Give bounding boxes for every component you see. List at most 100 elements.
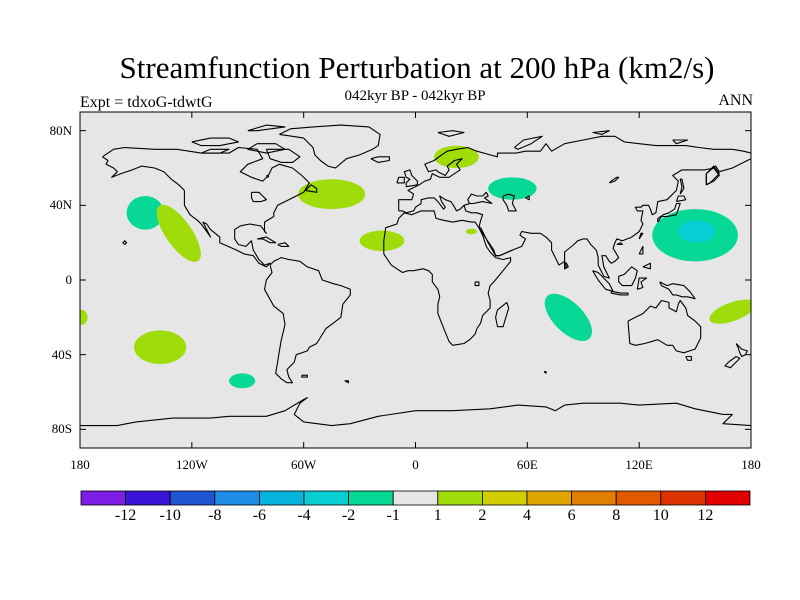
coastline-madagascar	[495, 301, 510, 328]
colorbar-box-12	[571, 490, 617, 506]
colorbar-label-1: -12	[114, 507, 137, 524]
lon-label-6: 180	[741, 457, 761, 472]
anomaly-patch-4	[359, 230, 405, 252]
lon-label-3: 0	[412, 457, 419, 472]
anomaly-patch-13	[229, 373, 256, 389]
coastline-philippines-luzon	[638, 245, 644, 255]
coastline-caspian	[502, 193, 517, 212]
colorbar-label-3: -8	[208, 507, 222, 524]
coastline-great-lakes	[250, 191, 267, 203]
colorbar-box-11	[526, 490, 572, 506]
map-ocean-background	[80, 112, 751, 448]
colorbar-box-7	[348, 490, 394, 506]
colorbar-box-2	[125, 490, 171, 506]
coastline-victoria-lake	[474, 281, 480, 287]
colorbar-box-4	[214, 490, 260, 506]
lon-label-2: 60W	[291, 457, 317, 472]
experiment-label: Expt = tdxoG-tdwtG	[80, 94, 213, 111]
colorbar	[80, 490, 751, 506]
coastline-kerguelen	[543, 370, 547, 374]
coastline-australia	[627, 299, 702, 354]
colorbar-box-9	[437, 490, 483, 506]
coastline-greenland	[279, 124, 381, 169]
coastline-new-zealand-north	[735, 343, 748, 358]
anomaly-layer	[80, 145, 751, 389]
colorbar-box-15	[705, 490, 751, 506]
colorbar-box-6	[303, 490, 349, 506]
coastline-java	[610, 290, 629, 296]
coastline-sri-lanka	[564, 262, 569, 270]
coastline-sakhalin	[679, 178, 685, 195]
coastline-baffin	[265, 148, 301, 163]
coastline-canadian-archipelago-2	[247, 143, 286, 154]
lat-label-80N: 80N	[49, 122, 72, 138]
coastline-taiwan	[638, 232, 644, 240]
anomaly-patch-7	[465, 228, 478, 235]
anomaly-patch-2	[156, 204, 201, 262]
plot-subtitle: 042kyr BP - 042kyr BP	[344, 88, 486, 104]
colorbar-label-14: 12	[697, 507, 714, 524]
anomaly-patch-12	[134, 330, 187, 365]
plot-title: Streamfunction Perturbation at 200 hPa (…	[119, 50, 715, 85]
coastline-new-siberian	[672, 139, 689, 145]
colorbar-label-11: 6	[567, 507, 576, 524]
anomaly-patch-1	[126, 196, 164, 230]
coastline-new-zealand-south	[724, 356, 741, 369]
colorbar-label-7: -1	[386, 507, 400, 524]
coastline-philippines-mindanao	[642, 262, 651, 270]
coastline-sulawesi	[636, 277, 648, 290]
anomaly-patch-3	[298, 179, 366, 210]
lon-label-1: 120W	[175, 457, 208, 472]
coastline-falklands	[301, 374, 308, 378]
colorbar-label-12: 8	[612, 507, 621, 524]
colorbar-box-10	[481, 490, 528, 506]
lat-label-40S: 40S	[51, 346, 72, 362]
anomaly-patch-6	[488, 177, 537, 200]
colorbar-label-6: -2	[341, 507, 356, 524]
coastline-new-guinea	[659, 281, 696, 300]
coastline-cuba	[256, 236, 277, 244]
tick-layer	[79, 112, 752, 448]
coastline-canadian-archipelago-3	[200, 148, 230, 154]
colorbar-box-13	[615, 490, 662, 506]
coastline-hokkaido	[675, 195, 687, 203]
lat-label-40N: 40N	[49, 197, 72, 213]
colorbar-box-5	[258, 490, 305, 506]
coastline-tasmania	[685, 355, 692, 361]
anomaly-patch-14	[80, 309, 88, 325]
coastline-aral	[525, 195, 530, 201]
colorbar-label-8: 1	[433, 507, 442, 524]
anomaly-patch-10	[544, 293, 592, 341]
colorbar-box-14	[660, 490, 706, 506]
coastline-novaya-zemlya	[513, 135, 543, 150]
coastline-newfoundland	[305, 184, 318, 193]
season-label: ANN	[718, 92, 753, 109]
lon-label-5: 120E	[625, 457, 653, 472]
lat-label-0: 0	[65, 272, 73, 287]
coastline-africa	[383, 210, 512, 346]
coastline-canadian-archipelago-1	[191, 137, 239, 147]
colorbar-label-2: -10	[159, 507, 181, 524]
lon-label-0: 180	[70, 457, 90, 472]
coastline-hispaniola	[277, 242, 290, 247]
colorbar-label-10: 4	[523, 507, 531, 524]
coastline-borneo	[618, 266, 638, 287]
coastline-north-america	[102, 146, 310, 268]
coastline-antarctica	[80, 397, 751, 427]
coastline-south-georgia	[344, 380, 349, 384]
colorbar-label-5: -4	[297, 507, 311, 524]
coastline-uk	[403, 169, 418, 188]
coastline-svalbard	[437, 130, 465, 137]
coastline-eurasia	[398, 135, 751, 279]
coastline-severnaya	[592, 130, 610, 135]
coastline-layer	[80, 124, 751, 427]
lon-label-4: 60E	[516, 457, 538, 472]
coastline-japan	[657, 202, 681, 223]
colorbar-box-3	[169, 490, 216, 506]
colorbar-label-13: 10	[652, 507, 669, 524]
lat-label-80S: 80S	[51, 421, 72, 437]
coastline-hainan	[616, 242, 623, 246]
anomaly-patch-9	[678, 220, 716, 243]
anomaly-patch-5	[434, 145, 479, 168]
